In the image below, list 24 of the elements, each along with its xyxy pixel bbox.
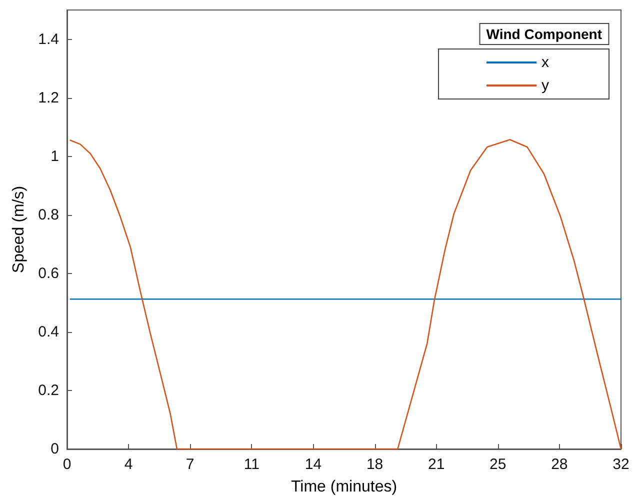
x-tick-label: 21 [428, 456, 445, 473]
legend-label: x [542, 54, 550, 71]
x-tick-label: 14 [304, 456, 322, 473]
y-tick-label: 1 [50, 148, 59, 165]
y-tick-label: 1.2 [38, 89, 59, 106]
y-axis-title: Speed (m/s) [10, 186, 28, 274]
x-tick-label: 18 [366, 456, 384, 473]
x-tick-label: 7 [186, 456, 194, 473]
x-tick-label: 0 [62, 456, 72, 473]
x-tick-label: 25 [490, 456, 506, 473]
y-tick-label: 0 [50, 440, 59, 458]
x-tick-label: 32 [612, 456, 630, 473]
y-tick-label: 0.8 [38, 206, 59, 224]
y-tick-label: 0.6 [38, 264, 59, 282]
legend-title: Wind Component [486, 26, 602, 42]
y-tick-label: 0.2 [38, 382, 59, 399]
legend-label: y [542, 77, 550, 94]
x-tick-label: 28 [551, 456, 568, 473]
x-tick-label: 4 [124, 456, 133, 473]
y-tick-label: 0.4 [38, 323, 59, 340]
x-tick-label: 11 [244, 456, 260, 473]
y-tick-label: 1.4 [38, 30, 59, 48]
line-series [70, 139, 622, 450]
x-axis-title: Time (minutes) [290, 478, 398, 496]
